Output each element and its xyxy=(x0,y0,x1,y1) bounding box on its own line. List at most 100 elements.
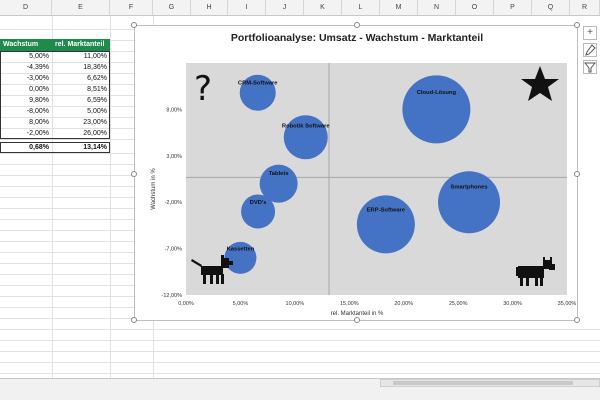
bubble-label: DVD's xyxy=(250,200,267,206)
resize-handle[interactable] xyxy=(574,22,580,28)
resize-handle[interactable] xyxy=(131,171,137,177)
bubble[interactable] xyxy=(259,164,298,203)
table-cell-wachstum[interactable]: 8,00% xyxy=(29,119,49,126)
grid-line xyxy=(0,263,135,264)
chart-styles-button[interactable] xyxy=(583,43,597,57)
column-header-m[interactable]: M xyxy=(380,0,418,16)
x-axis-label: rel. Marktanteil in % xyxy=(331,311,384,317)
column-header-p[interactable]: P xyxy=(494,0,532,16)
bubble-label: Cloud-Lösung xyxy=(417,90,457,96)
grid-line xyxy=(134,329,600,330)
bubble-label: Kassetten xyxy=(227,247,255,253)
grid-line xyxy=(0,274,135,275)
table-cell-wachstum[interactable]: -4,39% xyxy=(26,64,49,71)
total-marktanteil[interactable]: 13,14% xyxy=(83,144,107,151)
bubble-chart[interactable]: Portfolioanalyse: Umsatz - Wachstum - Ma… xyxy=(131,22,580,323)
table-cell-marktanteil[interactable]: 6,62% xyxy=(87,75,107,82)
column-header-f[interactable]: F xyxy=(110,0,153,16)
table-cell-wachstum[interactable]: -8,00% xyxy=(26,108,49,115)
column-header-d[interactable]: D xyxy=(0,0,52,16)
grid-line xyxy=(134,373,600,374)
bubble[interactable] xyxy=(438,171,501,234)
bubble-label: Robotik Software xyxy=(282,123,330,129)
grid-line xyxy=(0,73,135,74)
resize-handle[interactable] xyxy=(574,171,580,177)
resize-handle[interactable] xyxy=(131,317,137,323)
chart-elements-button[interactable]: + xyxy=(583,26,597,40)
column-header-r[interactable]: R xyxy=(570,0,600,16)
grid-line xyxy=(0,29,135,30)
column-header-h[interactable]: H xyxy=(191,0,228,16)
grid-line xyxy=(0,230,135,231)
chart-title[interactable]: Portfolioanalyse: Umsatz - Wachstum - Ma… xyxy=(231,32,483,44)
x-tick-label: 0,00% xyxy=(178,301,194,307)
column-header-k[interactable]: K xyxy=(304,0,342,16)
chart-filters-button[interactable] xyxy=(583,60,597,74)
table-cell-marktanteil[interactable]: 18,36% xyxy=(83,64,107,71)
grid-line xyxy=(0,285,135,286)
dog-icon xyxy=(191,255,233,284)
bubble[interactable] xyxy=(241,194,276,229)
grid-line xyxy=(0,62,135,63)
table-cell-marktanteil[interactable]: 26,00% xyxy=(83,130,107,137)
grid-line xyxy=(0,153,135,154)
grid-line xyxy=(0,241,135,242)
bubble-label: Tablets xyxy=(269,171,289,177)
table-cell-wachstum[interactable]: 0,00% xyxy=(29,86,49,93)
bubble-label: ERP-Software xyxy=(367,207,406,213)
y-tick-label: 3,00% xyxy=(166,154,182,160)
grid-line xyxy=(0,307,135,308)
grid-line xyxy=(0,208,135,209)
bubble[interactable] xyxy=(224,241,257,274)
resize-handle[interactable] xyxy=(354,22,360,28)
grid-line xyxy=(0,84,135,85)
table-cell-marktanteil[interactable]: 6,59% xyxy=(87,97,107,104)
column-header-g[interactable]: G xyxy=(153,0,191,16)
x-tick-label: 35,00% xyxy=(558,301,577,307)
table-header-marktanteil[interactable]: rel. Marktanteil xyxy=(52,39,110,51)
y-tick-label: -7,00% xyxy=(165,247,183,253)
column-header-j[interactable]: J xyxy=(266,0,304,16)
bubble[interactable] xyxy=(402,75,471,144)
grid-line xyxy=(0,117,135,118)
scrollbar-thumb[interactable] xyxy=(393,381,573,385)
resize-handle[interactable] xyxy=(131,22,137,28)
column-header-q[interactable]: Q xyxy=(532,0,570,16)
grid-line xyxy=(0,175,135,176)
column-header-n[interactable]: N xyxy=(418,0,456,16)
grid-line xyxy=(0,329,135,330)
bubble-label: CRM-Software xyxy=(238,81,278,87)
bubble-label: Smartphones xyxy=(451,184,488,190)
resize-handle[interactable] xyxy=(574,317,580,323)
table-cell-wachstum[interactable]: -2,00% xyxy=(26,130,49,137)
table-cell-wachstum[interactable]: -3,00% xyxy=(26,75,49,82)
table-cell-marktanteil[interactable]: 11,00% xyxy=(83,53,107,60)
grid-line xyxy=(0,164,135,165)
column-header-l[interactable]: L xyxy=(342,0,380,16)
table-header-wachstum[interactable]: Wachstum xyxy=(0,39,52,51)
column-header-o[interactable]: O xyxy=(456,0,494,16)
brush-icon xyxy=(585,44,596,56)
total-wachstum[interactable]: 0,68% xyxy=(29,144,49,151)
table-cell-marktanteil[interactable]: 8,51% xyxy=(87,86,107,93)
grid-line xyxy=(0,128,135,129)
bubble[interactable] xyxy=(239,74,276,111)
table-cell-wachstum[interactable]: 5,00% xyxy=(29,53,49,60)
grid-line xyxy=(0,139,135,140)
grid-line xyxy=(0,351,135,352)
y-axis-label: Wachstum in % xyxy=(151,168,157,210)
grid-line xyxy=(134,362,600,363)
grid-line xyxy=(0,296,135,297)
resize-handle[interactable] xyxy=(354,317,360,323)
bubble[interactable] xyxy=(356,195,415,254)
x-tick-label: 5,00% xyxy=(233,301,249,307)
horizontal-scrollbar[interactable] xyxy=(380,379,600,387)
column-header-i[interactable]: I xyxy=(228,0,266,16)
table-cell-marktanteil[interactable]: 23,00% xyxy=(83,119,107,126)
bubble[interactable] xyxy=(283,115,328,160)
column-header-e[interactable]: E xyxy=(52,0,110,16)
plus-icon: + xyxy=(587,27,593,38)
table-cell-wachstum[interactable]: 9,80% xyxy=(29,97,49,104)
table-cell-marktanteil[interactable]: 5,00% xyxy=(87,108,107,115)
